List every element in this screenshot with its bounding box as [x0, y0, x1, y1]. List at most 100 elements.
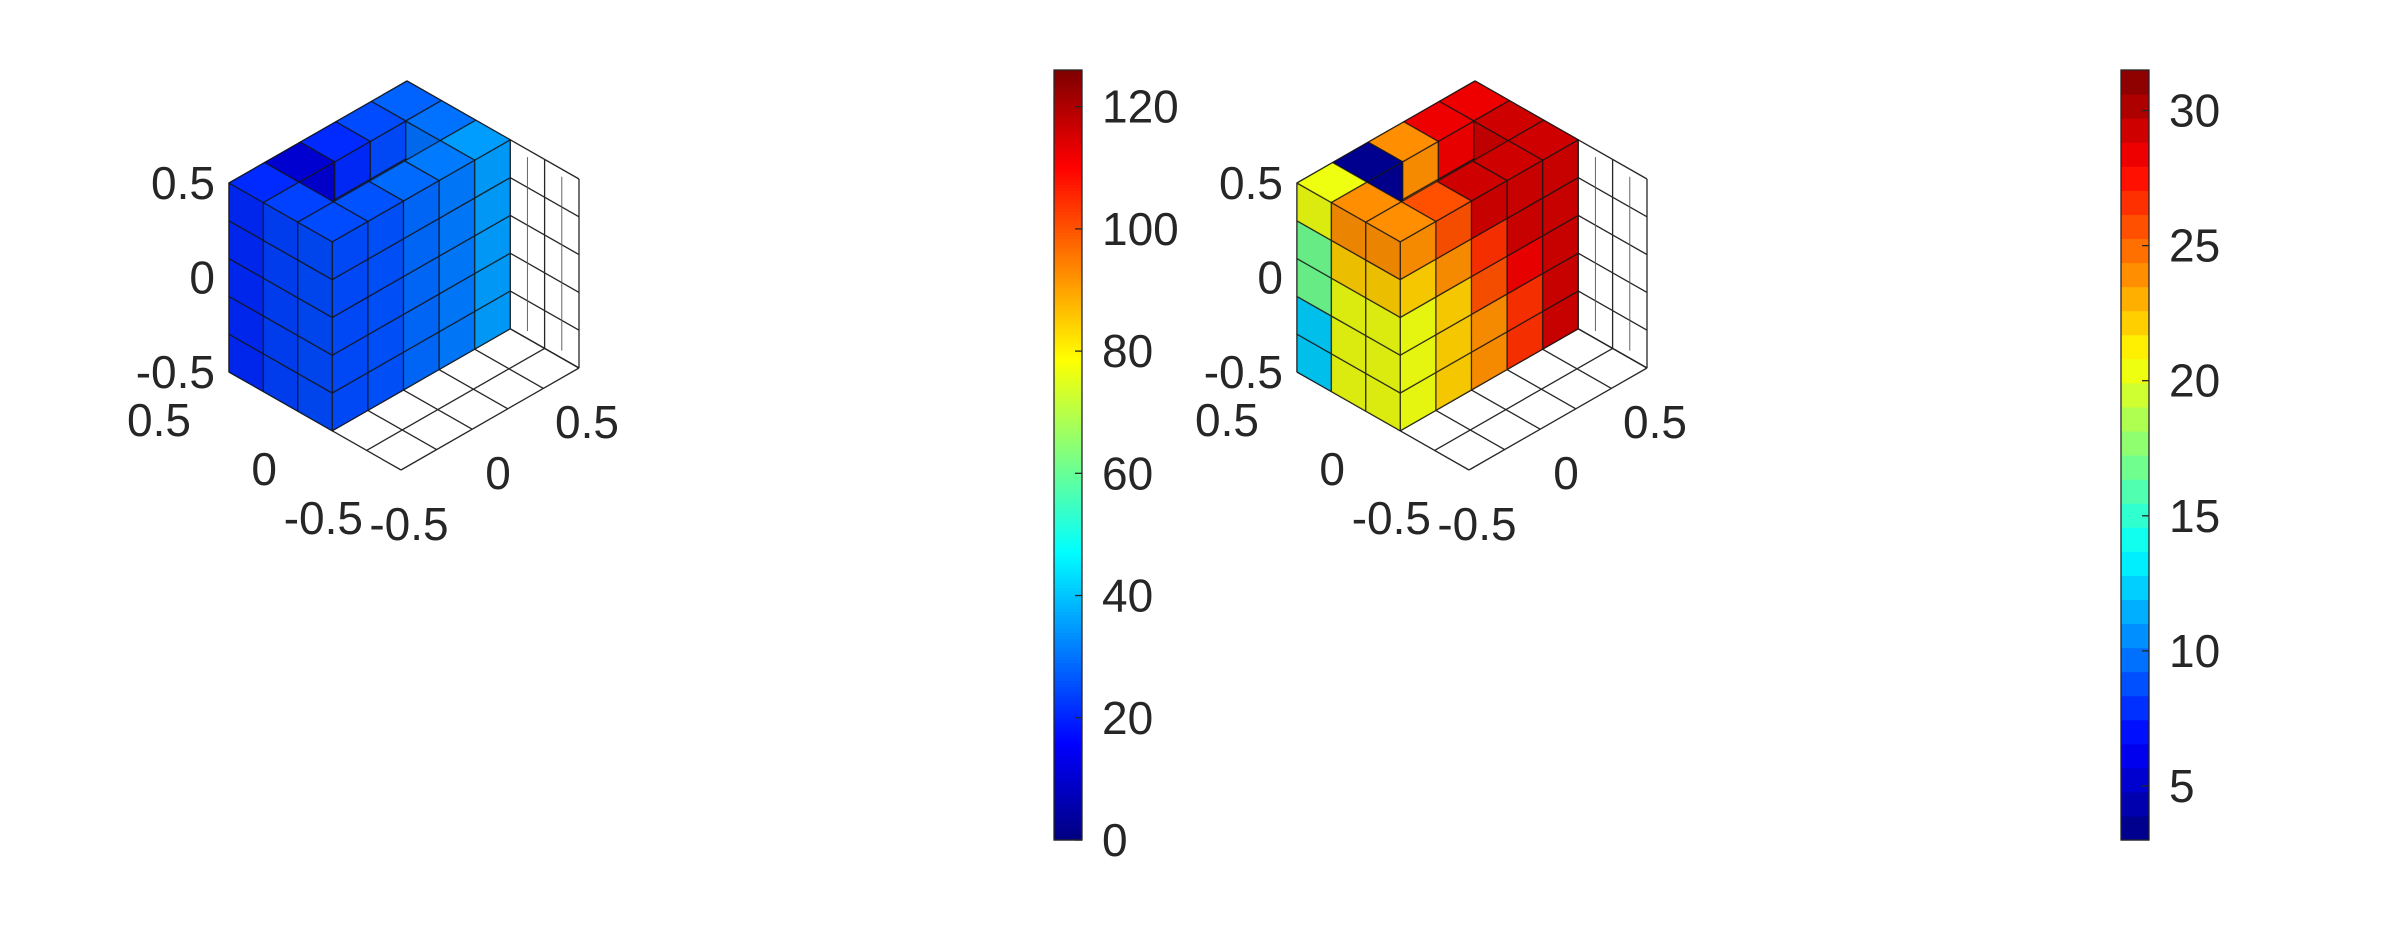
colorbar-segment [1054, 575, 1082, 579]
colorbar-segment [2121, 575, 2149, 600]
colorbar-segment [1054, 142, 1082, 146]
colorbar-segment [1054, 151, 1082, 155]
z-tick-label: 0 [189, 252, 215, 304]
colorbar-segment [1054, 85, 1082, 89]
colorbar-segment [2121, 791, 2149, 817]
colorbar-segment [1054, 635, 1082, 640]
colorbar-segment [1054, 193, 1082, 197]
colorbar-segment [1054, 388, 1082, 393]
colorbar-segment [1054, 322, 1082, 327]
colorbar-segment [2121, 647, 2149, 673]
colorbar-segment [1054, 271, 1082, 276]
colorbar-segment [1054, 343, 1082, 348]
colorbar-segment [1054, 220, 1082, 224]
colorbar-segment [1054, 455, 1082, 459]
colorbar-segment [1054, 427, 1082, 432]
colorbar-segment [1054, 713, 1082, 718]
colorbar-segment [1054, 196, 1082, 200]
colorbar-segment [2121, 479, 2149, 504]
colorbar-segment [2121, 286, 2149, 312]
colorbar-segment [1054, 397, 1082, 402]
voxel-face [1365, 201, 1437, 243]
colorbar-segment [1054, 770, 1082, 775]
colorbar-segment [1054, 746, 1082, 751]
colorbar-frame [1053, 69, 1083, 841]
colorbar-segment [1054, 620, 1082, 625]
colorbar-segment [1054, 382, 1082, 387]
x-tick-label: -0.5 [369, 498, 448, 550]
colorbar-segment [2121, 406, 2149, 432]
colorbar-segment [1054, 169, 1082, 173]
colorbar-segment [2121, 599, 2149, 625]
colorbar-segment [1054, 740, 1082, 745]
colorbar-segment [1054, 409, 1082, 414]
colorbar-segment [1054, 821, 1082, 826]
colorbar-segment [1054, 503, 1082, 507]
colorbar-segment [1054, 349, 1082, 354]
colorbar-segment [1054, 106, 1082, 110]
colorbar-segment [1054, 599, 1082, 603]
colorbar-segment [1054, 130, 1082, 134]
colorbar-segment [1054, 803, 1082, 808]
colorbar-segment [2121, 310, 2149, 336]
colorbar-segment [1054, 178, 1082, 182]
colorbar-segment [1054, 743, 1082, 748]
colorbar-tick-label: 15 [2169, 490, 2220, 542]
colorbar-tick-label: 5 [2169, 760, 2195, 812]
colorbar-segment [1054, 545, 1082, 549]
voxel-face [297, 201, 369, 243]
colorbar-segment [1054, 470, 1082, 474]
colorbar-segment [2121, 551, 2149, 576]
voxel-cube [1365, 296, 1437, 356]
colorbar-tick-label: 30 [2169, 85, 2220, 137]
x-tick-label: 0 [485, 447, 511, 499]
colorbar-segment [1054, 824, 1082, 829]
colorbar-segment [1054, 602, 1082, 606]
colorbar-segment [1054, 767, 1082, 772]
colorbar-segment [1054, 331, 1082, 336]
colorbar-segment [1054, 683, 1082, 688]
voxel-cube [1296, 161, 1368, 242]
colorbar-segment [1054, 647, 1082, 652]
colorbar-segment [1054, 400, 1082, 405]
colorbar-segment [1054, 731, 1082, 736]
colorbar-segment [1054, 818, 1082, 823]
colorbar-segment [1054, 163, 1082, 167]
colorbar-tick-label: 10 [2169, 625, 2220, 677]
colorbar-segment [1054, 482, 1082, 486]
colorbar-segment [1054, 274, 1082, 279]
colorbar-segment [1054, 253, 1082, 258]
colorbar-segment [1054, 223, 1082, 228]
colorbar-tick-label: 25 [2169, 220, 2220, 272]
colorbar-segment [1054, 533, 1082, 537]
colorbar-segment [1054, 755, 1082, 760]
colorbar-segment [1054, 121, 1082, 125]
colorbar-segment [1054, 289, 1082, 294]
colorbar-segment [1054, 587, 1082, 591]
colorbar-segment [1054, 160, 1082, 164]
colorbar-segment [1054, 70, 1082, 74]
colorbar-segment [1054, 286, 1082, 291]
colorbar-segment [1054, 100, 1082, 104]
z-tick-label: 0.5 [151, 157, 215, 209]
colorbar-segment [1054, 557, 1082, 561]
colorbar-segment [1054, 145, 1082, 149]
colorbar-segment [1054, 809, 1082, 814]
colorbar-segment [1054, 797, 1082, 802]
colorbar: 5 10 15 20 25 30 [2120, 69, 2220, 841]
colorbar-segment [2121, 214, 2149, 240]
colorbar-segment [1054, 139, 1082, 143]
colorbar-segment [1054, 403, 1082, 408]
colorbar-segment [1054, 539, 1082, 543]
colorbar: 0 20 40 60 80 100 120 [1053, 69, 1179, 866]
colorbar-segment [1054, 82, 1082, 86]
colorbar-segment [1054, 695, 1082, 700]
colorbar-segment [1054, 674, 1082, 679]
colorbar-segment [1054, 436, 1082, 441]
colorbar-segment [1054, 698, 1082, 703]
colorbar-segment [1054, 611, 1082, 616]
colorbar-segment [1054, 815, 1082, 820]
axis-tick-labels: -0.500.50.50-0.5 -0.500.5 [1195, 157, 1687, 550]
colorbar-segment [1054, 292, 1082, 297]
colorbar-segment [1054, 442, 1082, 447]
